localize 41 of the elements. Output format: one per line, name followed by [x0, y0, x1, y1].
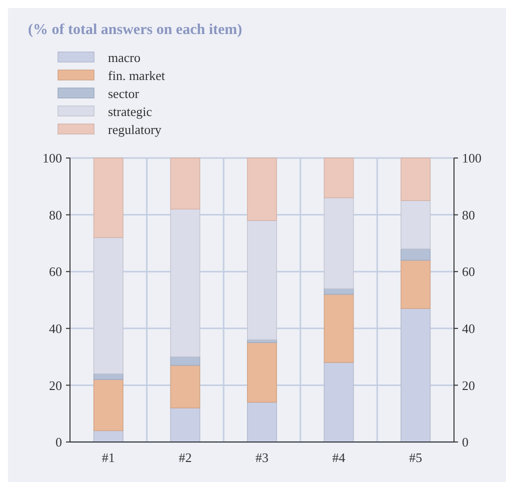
bar [170, 208, 200, 358]
y-tick-label: 20 [49, 378, 62, 393]
y-tick-label: 80 [49, 207, 62, 222]
legend-label: macro [108, 50, 140, 65]
bar [324, 294, 354, 363]
y2-tick-label: 0 [462, 434, 468, 450]
y2-tick-label: 80 [462, 207, 475, 222]
x-tick-label: #2 [178, 450, 192, 465]
bar [400, 158, 431, 201]
bar [324, 158, 354, 198]
legend-label: fin. market [108, 68, 166, 83]
bar [324, 197, 354, 290]
y2-tick-label: 100 [462, 150, 482, 166]
bar [93, 158, 124, 238]
bar [170, 356, 200, 366]
legend-label: regulatory [108, 122, 162, 137]
y-tick-label: 40 [49, 320, 62, 336]
bar [170, 364, 200, 408]
bar [93, 373, 124, 380]
bar [247, 342, 277, 403]
bar [247, 158, 277, 221]
y-tick-label: 0 [56, 434, 62, 450]
bar [400, 200, 431, 250]
y2-tick-label: 20 [462, 378, 475, 393]
bar [247, 220, 277, 340]
bar [93, 379, 124, 432]
x-tick-label: #3 [256, 450, 268, 465]
y2-tick-label: 40 [462, 320, 475, 336]
bar [170, 158, 200, 210]
x-tick-label: #5 [409, 450, 422, 465]
bar [400, 248, 431, 261]
x-tick-label: #4 [332, 450, 346, 465]
y-tick-label: 60 [49, 264, 62, 280]
bar [93, 237, 124, 374]
chart-title: (% of total answers on each item) [28, 22, 242, 38]
legend-label: sector [108, 86, 140, 101]
bar [400, 260, 431, 309]
legend-label: strategic [108, 104, 152, 119]
x-tick-label: #1 [102, 450, 115, 465]
y2-tick-label: 60 [462, 264, 475, 280]
y-tick-label: 100 [42, 150, 62, 166]
